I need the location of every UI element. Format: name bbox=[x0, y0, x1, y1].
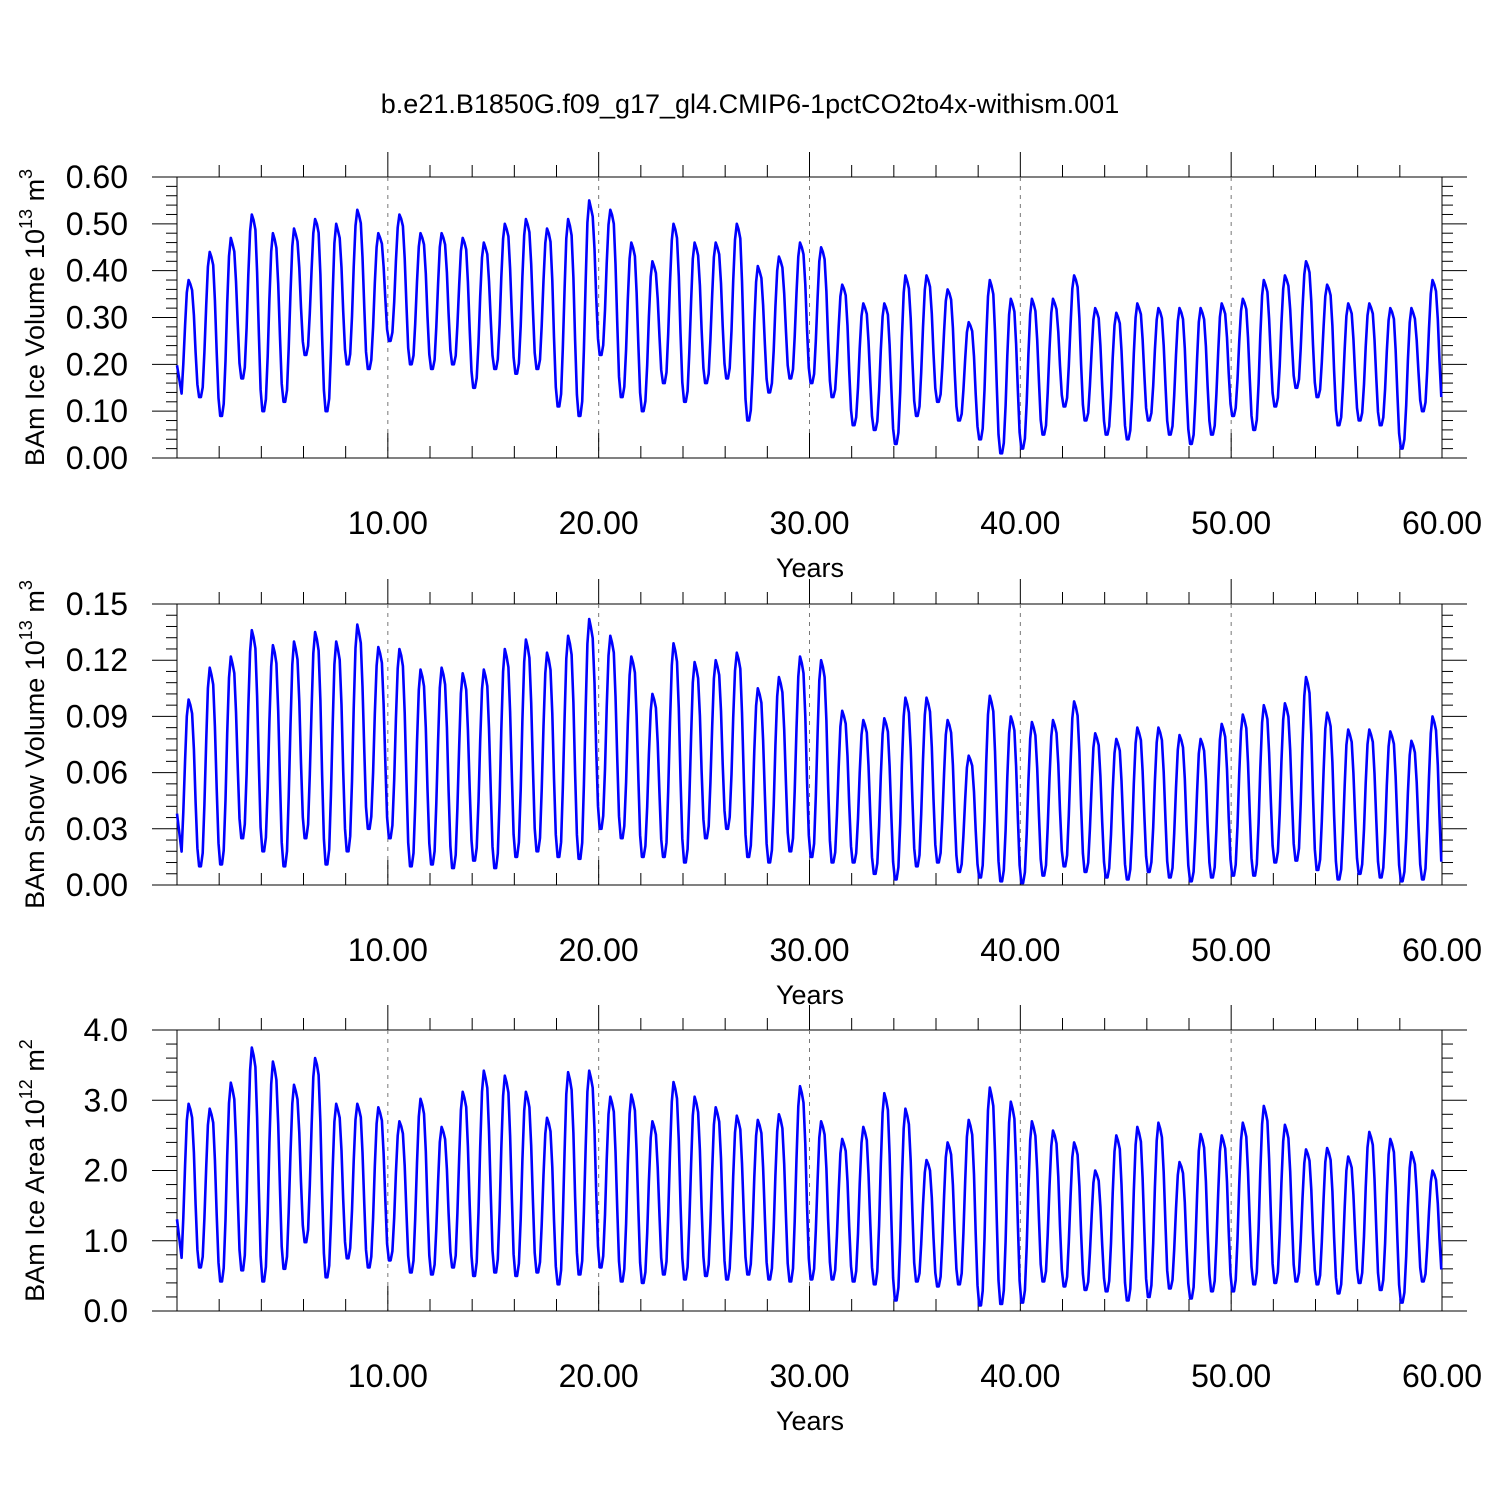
y-tick-label: 0.10 bbox=[66, 393, 128, 429]
series-line bbox=[175, 199, 1443, 455]
x-axis-title: Years bbox=[776, 553, 844, 583]
x-tick-label: 20.00 bbox=[559, 932, 639, 968]
y-tick-label: 0.0 bbox=[84, 1293, 128, 1329]
y-tick-label: 0.30 bbox=[66, 300, 128, 336]
y-axis-title: BAm Ice Area 1012 m2 bbox=[16, 1039, 50, 1302]
x-tick-label: 20.00 bbox=[559, 1358, 639, 1394]
y-tick-label: 0.00 bbox=[66, 440, 128, 476]
chart-title: b.e21.B1850G.f09_g17_gl4.CMIP6-1pctCO2to… bbox=[381, 89, 1119, 119]
x-tick-label: 40.00 bbox=[980, 505, 1060, 541]
x-tick-label: 40.00 bbox=[980, 932, 1060, 968]
x-tick-label: 10.00 bbox=[348, 505, 428, 541]
x-tick-label: 20.00 bbox=[559, 505, 639, 541]
y-tick-label: 0.12 bbox=[66, 642, 128, 678]
x-tick-label: 50.00 bbox=[1191, 505, 1271, 541]
y-tick-label: 2.0 bbox=[84, 1153, 128, 1189]
y-tick-label: 3.0 bbox=[84, 1082, 128, 1118]
x-tick-label: 10.00 bbox=[348, 932, 428, 968]
y-tick-label: 0.20 bbox=[66, 346, 128, 382]
panel-snow-volume: 0.00 0.03 0.06 0.09 0.12 0.15 10.00 20.00 30.00 4… bbox=[16, 579, 1482, 1010]
x-tick-label: 60.00 bbox=[1402, 1358, 1482, 1394]
x-tick-label: 30.00 bbox=[769, 505, 849, 541]
x-tick-label: 60.00 bbox=[1402, 932, 1482, 968]
x-tick-label: 50.00 bbox=[1191, 932, 1271, 968]
x-tick-label: 40.00 bbox=[980, 1358, 1060, 1394]
y-tick-label: 0.09 bbox=[66, 698, 128, 734]
y-axis-title: BAm Ice Volume 1013 m3 bbox=[16, 169, 50, 466]
panel-ice-area: 0.0 1.0 2.0 3.0 4.0 10.00 20.00 30.00 40.00 50.00… bbox=[16, 1005, 1482, 1436]
y-tick-label: 0.40 bbox=[66, 253, 128, 289]
y-axis-title: BAm Snow Volume 1013 m3 bbox=[16, 580, 50, 909]
series-line bbox=[175, 617, 1443, 885]
x-tick-label: 30.00 bbox=[769, 932, 849, 968]
y-tick-label: 0.50 bbox=[66, 206, 128, 242]
panel-ice-volume: 0.00 0.10 0.20 0.30 0.40 0.50 0.60 10.00 20.00 30… bbox=[16, 152, 1482, 583]
y-tick-label: 0.03 bbox=[66, 811, 128, 847]
x-tick-label: 50.00 bbox=[1191, 1358, 1271, 1394]
x-tick-label: 30.00 bbox=[769, 1358, 849, 1394]
y-tick-label: 0.60 bbox=[66, 159, 128, 195]
x-tick-label: 60.00 bbox=[1402, 505, 1482, 541]
y-tick-label: 0.00 bbox=[66, 867, 128, 903]
x-axis-title: Years bbox=[776, 1406, 844, 1436]
y-tick-label: 4.0 bbox=[84, 1012, 128, 1048]
x-tick-label: 10.00 bbox=[348, 1358, 428, 1394]
y-tick-label: 0.06 bbox=[66, 755, 128, 791]
y-tick-label: 1.0 bbox=[84, 1223, 128, 1259]
y-tick-label: 0.15 bbox=[66, 586, 128, 622]
series-line bbox=[175, 1046, 1443, 1307]
